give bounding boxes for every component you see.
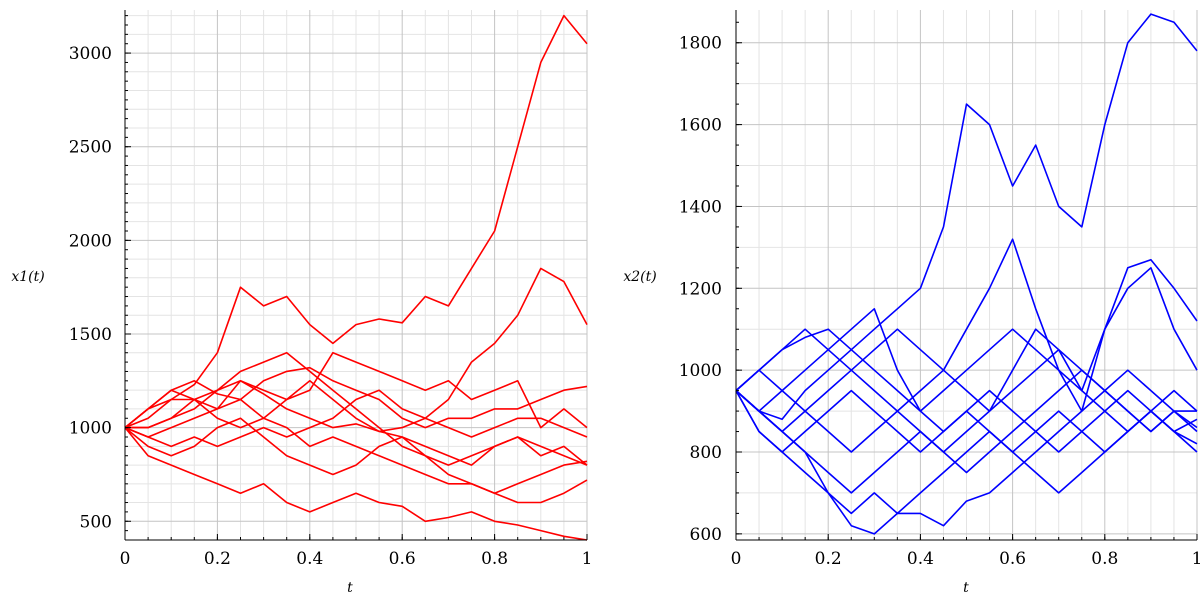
series-line-4	[735, 328, 1198, 433]
y-tick-label: 1500	[69, 325, 112, 345]
x-tick-label: 0.2	[815, 549, 842, 569]
x-tick-label: 0.8	[481, 549, 508, 569]
grid	[124, 10, 588, 541]
series-line-7	[124, 398, 588, 495]
y-tick-label: 1400	[679, 197, 722, 217]
x-tick-label: 1	[582, 549, 593, 569]
x-tick-label: 0.4	[296, 549, 323, 569]
series-line-1	[735, 13, 1198, 421]
y-tick-label: 800	[690, 443, 722, 463]
grid	[735, 10, 1198, 540]
series-line-3	[124, 366, 588, 429]
series-line-2	[124, 267, 588, 433]
series-line-10	[125, 351, 588, 466]
x-tick-label: 0	[120, 549, 131, 569]
x-tick-label: 0.4	[907, 549, 934, 569]
y-tick-label: 1800	[679, 34, 722, 54]
x-tick-label: 0.2	[204, 549, 231, 569]
y-tick-label: 1000	[69, 419, 112, 439]
series-line-1	[124, 14, 588, 429]
y-tick-label: 2500	[69, 138, 112, 158]
panel-x2: 0 0.2 0.4 0.6 0.8 160080010001200140016001800…	[623, 10, 1200, 594]
y-tick-label: 500	[80, 512, 112, 532]
series-line-3	[735, 266, 1198, 433]
series-line-10	[735, 328, 1197, 453]
x-tick-label: 0.8	[1091, 549, 1118, 569]
x-tick-label: 0.6	[389, 549, 416, 569]
x-axis-title: t	[963, 580, 969, 594]
x-tick-label: 1	[1192, 549, 1200, 569]
panel-x1: 0 0.2 0.4 0.6 0.8 150010001500200025003000x1(…	[11, 10, 592, 594]
y-tick-label: 2000	[69, 231, 112, 251]
x-tick-label: 0	[731, 549, 742, 569]
y-tick-label: 3000	[69, 44, 112, 64]
series-group	[735, 13, 1198, 535]
series-line-8	[735, 390, 1198, 515]
y-axis-title: x2(t)	[623, 269, 656, 285]
y-axis-title: x1(t)	[11, 269, 44, 285]
series-line-8	[124, 417, 588, 504]
y-tick-label: 600	[690, 525, 722, 545]
x-axis-title: t	[347, 580, 353, 594]
series-line-9	[124, 427, 588, 541]
y-tick-label: 1200	[679, 279, 722, 299]
series-line-9	[735, 369, 1198, 535]
y-tick-label: 1600	[679, 116, 722, 136]
y-tick-label: 1000	[679, 361, 722, 381]
series-line-2	[735, 238, 1198, 453]
x-tick-label: 0.6	[999, 549, 1026, 569]
series-group	[124, 14, 588, 541]
